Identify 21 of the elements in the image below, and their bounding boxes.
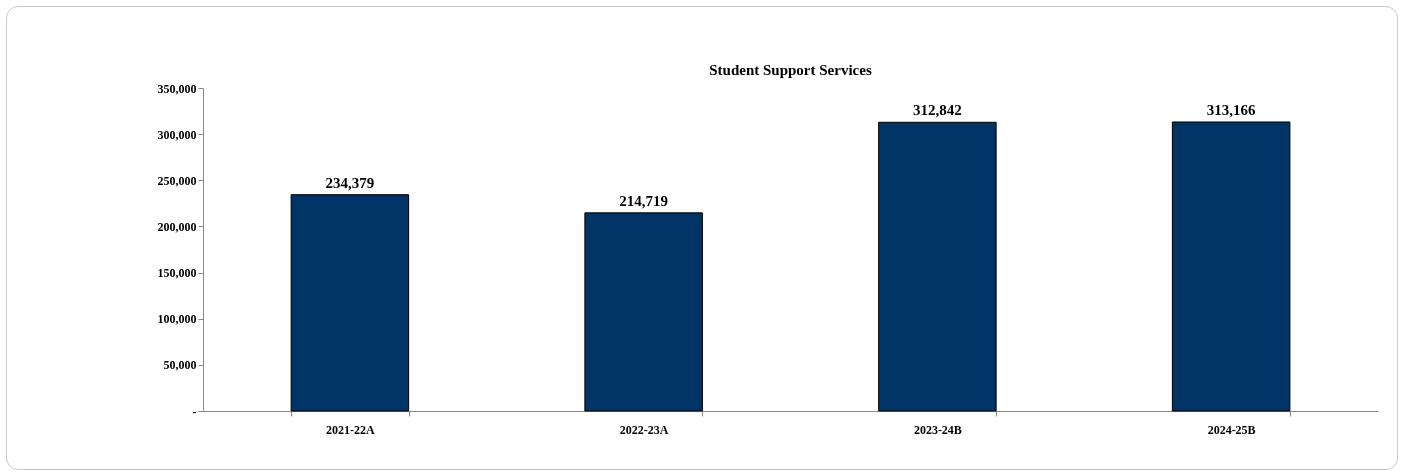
x-tick-label: 2024-25B (1207, 422, 1256, 437)
x-tick-label: 2022-23A (619, 422, 669, 437)
data-label: 234,379 (325, 174, 375, 191)
y-tick-label: - (192, 404, 197, 419)
y-tick-label: 300,000 (157, 127, 197, 142)
y-tick-label: 200,000 (157, 219, 197, 234)
x-tick-label: 2021-22A (326, 422, 376, 437)
bar (584, 212, 703, 412)
data-label: 312,842 (913, 102, 962, 119)
bar (290, 194, 410, 412)
bar (1171, 121, 1291, 412)
y-tick-label: 350,000 (157, 81, 197, 96)
y-tick-label: 250,000 (157, 173, 197, 188)
bar (878, 121, 997, 412)
y-tick-label: 50,000 (163, 358, 197, 373)
data-label: 313,166 (1206, 101, 1256, 118)
y-tick-label: 100,000 (157, 312, 197, 327)
x-tick-label: 2023-24B (913, 422, 962, 437)
chart-title: Student Support Services (709, 62, 872, 78)
data-label: 214,719 (619, 192, 668, 209)
y-tick-label: 150,000 (157, 266, 197, 281)
